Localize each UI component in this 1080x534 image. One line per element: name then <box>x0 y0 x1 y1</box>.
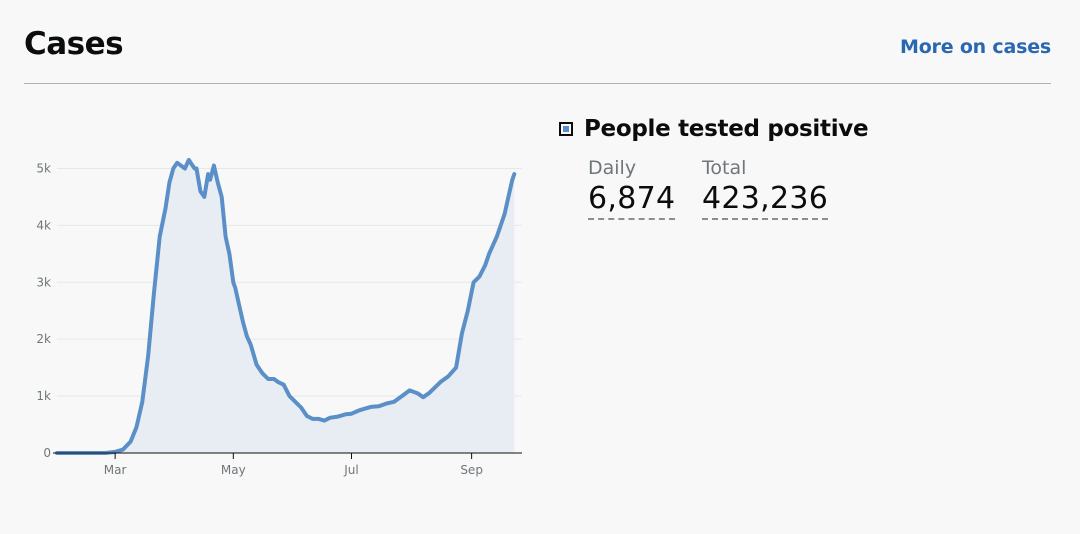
series-line <box>55 157 517 455</box>
card-title: Cases <box>24 26 124 62</box>
headline-legend: People tested positive <box>559 116 869 142</box>
series-area <box>57 159 515 453</box>
legend-swatch-icon <box>559 122 573 136</box>
x-tick-label: Jul <box>343 463 358 477</box>
x-tick-label: Mar <box>104 463 127 477</box>
x-tick-label: Sep <box>460 463 483 477</box>
total-stat: Total 423,236 <box>702 157 829 220</box>
daily-value[interactable]: 6,874 <box>588 181 676 220</box>
y-tick-label: 5k <box>36 161 51 175</box>
y-tick-label: 1k <box>36 389 51 403</box>
headline-label: People tested positive <box>584 116 869 142</box>
title-divider <box>24 83 1051 84</box>
y-tick-label: 3k <box>36 275 51 289</box>
daily-label: Daily <box>588 157 637 179</box>
daily-stat: Daily 6,874 <box>588 157 676 220</box>
y-tick-label: 4k <box>36 218 51 232</box>
cases-area-chart: 0 1k 2k 3k 4k 5k Mar May Jul Sep <box>36 157 522 477</box>
more-on-cases-link[interactable]: More on cases <box>899 36 1051 58</box>
y-tick-label: 2k <box>36 332 51 346</box>
total-value[interactable]: 423,236 <box>702 181 829 220</box>
y-tick-label: 0 <box>43 446 51 460</box>
total-label: Total <box>702 157 747 179</box>
x-tick-label: May <box>221 463 246 477</box>
